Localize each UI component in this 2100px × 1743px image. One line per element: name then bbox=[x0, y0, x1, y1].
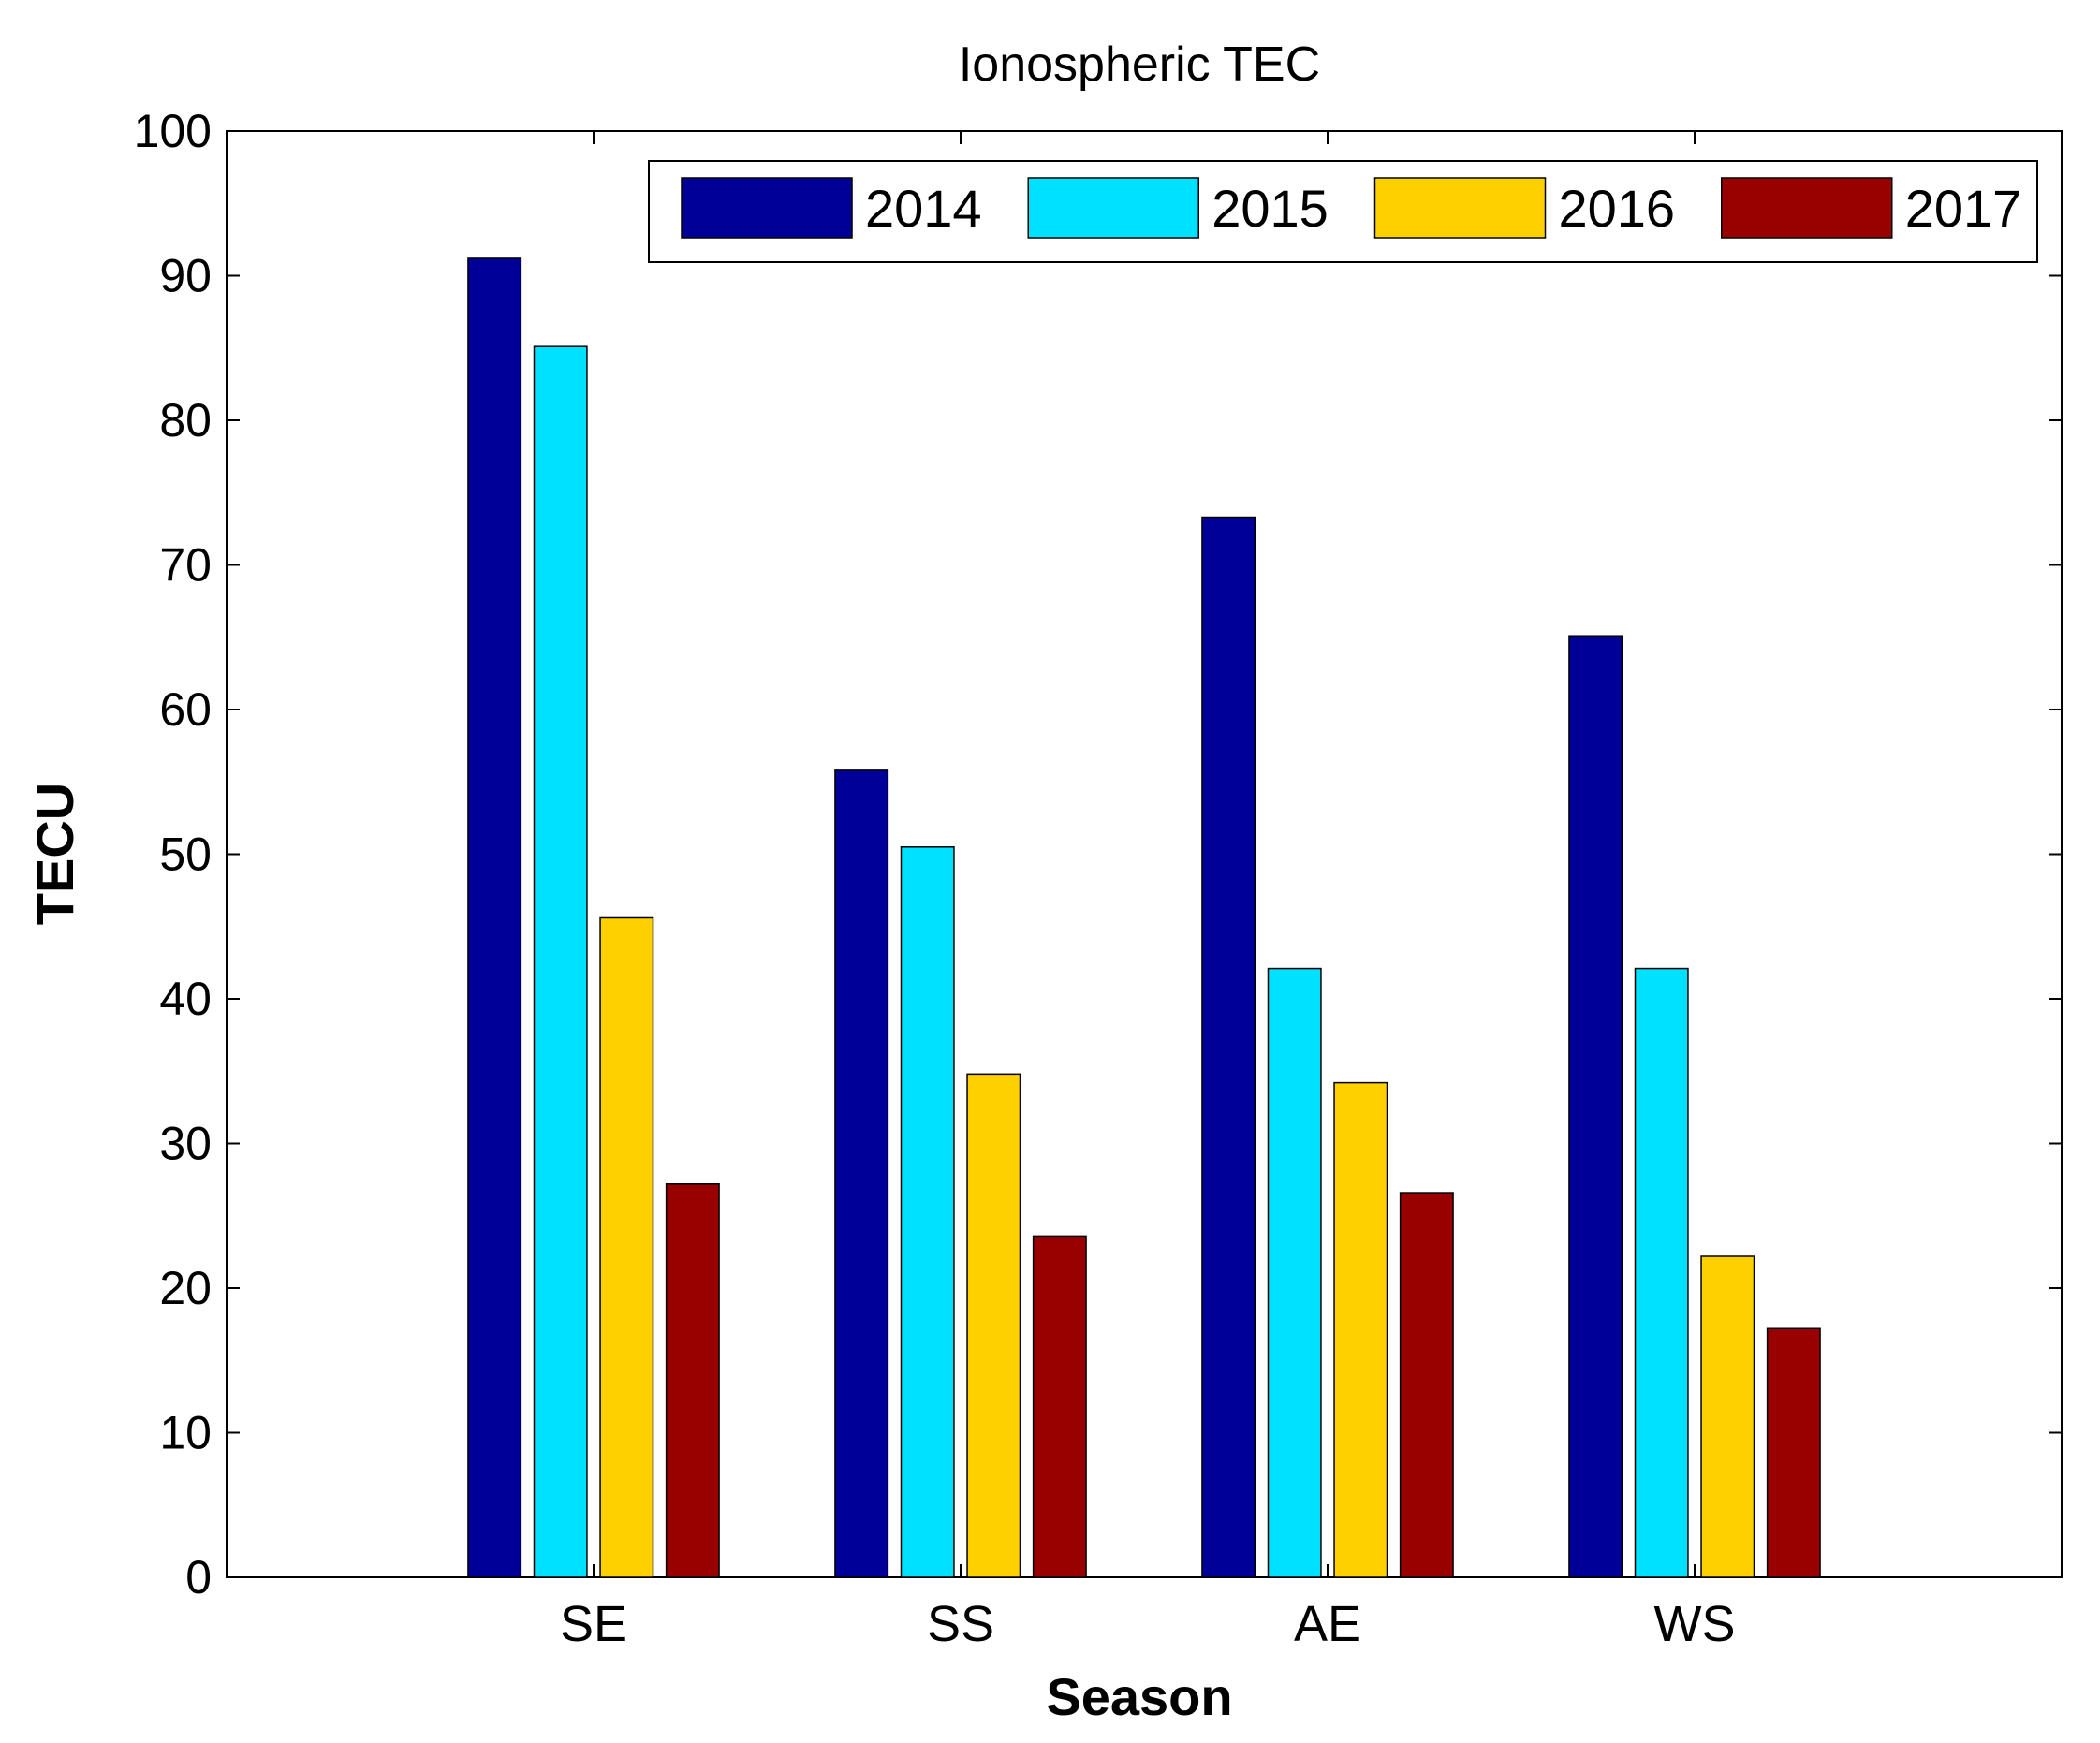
legend-label-2014: 2014 bbox=[865, 179, 982, 238]
bar-2015-SE bbox=[533, 345, 588, 1578]
y-axis: 0 10 20 30 40 50 60 70 80 90 100 bbox=[134, 105, 2062, 1604]
bar-2016-AE bbox=[1333, 1081, 1388, 1578]
x-tick-label: SS bbox=[927, 1596, 994, 1652]
bar-2016-SE bbox=[599, 916, 654, 1578]
bar-2014-SE bbox=[467, 257, 522, 1578]
y-tick-label: 0 bbox=[185, 1551, 212, 1604]
bars bbox=[467, 257, 1821, 1578]
bar-2015-SS bbox=[900, 846, 955, 1578]
bar-2017-WS bbox=[1766, 1327, 1821, 1578]
legend-label-2017: 2017 bbox=[1905, 179, 2022, 238]
bar-2016-WS bbox=[1700, 1255, 1755, 1578]
y-tick-label: 80 bbox=[159, 394, 212, 447]
legend-swatch-2014 bbox=[681, 177, 853, 239]
y-tick-label: 70 bbox=[159, 539, 212, 592]
y-tick-label: 10 bbox=[159, 1407, 212, 1459]
x-tick-label: SE bbox=[560, 1596, 627, 1652]
bar-2015-AE bbox=[1267, 967, 1322, 1578]
plot-area bbox=[226, 130, 2063, 1578]
bar-2016-SS bbox=[966, 1073, 1021, 1578]
y-axis-title: TECU bbox=[25, 783, 84, 925]
y-tick-label: 40 bbox=[159, 973, 212, 1025]
legend-swatch-2015 bbox=[1027, 177, 1199, 239]
x-axis-title: Season bbox=[1046, 1667, 1232, 1726]
legend: 2014 2015 2016 2017 bbox=[648, 160, 2038, 263]
legend-swatch-2017 bbox=[1721, 177, 1893, 239]
legend-swatch-2016 bbox=[1373, 177, 1547, 239]
chart-title: Ionospheric TEC bbox=[959, 37, 1320, 92]
legend-label-2016: 2016 bbox=[1559, 179, 1676, 238]
x-axis: SE SS AE WS bbox=[560, 131, 1736, 1652]
bar-2014-SS bbox=[834, 769, 889, 1578]
bar-2017-AE bbox=[1399, 1192, 1454, 1578]
bar-2017-SE bbox=[665, 1183, 720, 1578]
y-tick-label: 100 bbox=[134, 105, 212, 157]
bar-2015-WS bbox=[1634, 967, 1689, 1578]
x-tick-label: AE bbox=[1294, 1596, 1361, 1652]
y-tick-label: 60 bbox=[159, 683, 212, 736]
legend-label-2015: 2015 bbox=[1212, 179, 1329, 238]
y-tick-label: 20 bbox=[159, 1262, 212, 1314]
y-tick-label: 30 bbox=[159, 1118, 212, 1170]
bar-2014-AE bbox=[1201, 516, 1256, 1578]
bar-2014-WS bbox=[1568, 635, 1623, 1578]
y-tick-label: 90 bbox=[159, 250, 212, 302]
bar-2017-SS bbox=[1032, 1235, 1087, 1578]
x-tick-label: WS bbox=[1654, 1596, 1736, 1652]
y-tick-label: 50 bbox=[159, 828, 212, 881]
